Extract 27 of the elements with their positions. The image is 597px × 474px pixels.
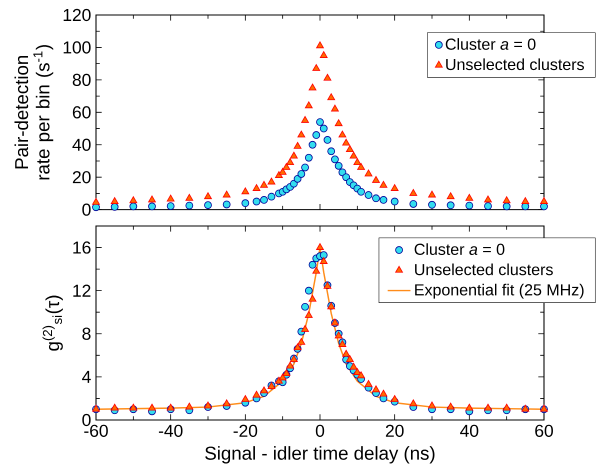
x-tick-label: 0 — [316, 424, 324, 437]
y-tick-label: 60 — [72, 106, 91, 118]
x-tick-label: -20 — [234, 424, 258, 437]
y-tick-label: 100 — [64, 41, 91, 54]
y-tick-label: 12 — [73, 284, 90, 297]
x-tick-label: -40 — [158, 424, 183, 437]
legend-label: Unselected clusters — [415, 263, 553, 276]
y-axis-title: Pair-detection rate per bin (s$^{-1}$) — [14, 45, 54, 180]
x-axis-title: Signal - idler time delay (ns) — [205, 446, 434, 464]
legend-label: Cluster a = 0 — [414, 243, 504, 255]
y-tick-label: 20 — [72, 171, 91, 184]
y-tick-label: 0 — [82, 204, 91, 216]
x-tick-label: 20 — [386, 424, 404, 437]
x-tick-label: 60 — [535, 424, 553, 437]
y-tick-label: 8 — [82, 328, 91, 340]
legend-label: Cluster a = 0 — [446, 38, 536, 50]
x-tick-label: 40 — [460, 424, 478, 437]
y-axis-title: g$^{(2)}$$_{si}$(τ) — [42, 296, 63, 351]
y-tick-label: 16 — [73, 241, 91, 254]
legend-label: Unselected clusters — [446, 58, 584, 70]
y-tick-label: 120 — [64, 8, 91, 22]
legend-label: Exponential fit (25 MHz) — [415, 284, 584, 299]
y-tick-label: 40 — [72, 138, 91, 151]
y-tick-label: 0 — [82, 414, 91, 426]
x-tick-label: -60 — [84, 424, 108, 437]
y-tick-label: 80 — [72, 74, 91, 86]
y-tick-label: 4 — [82, 370, 91, 383]
